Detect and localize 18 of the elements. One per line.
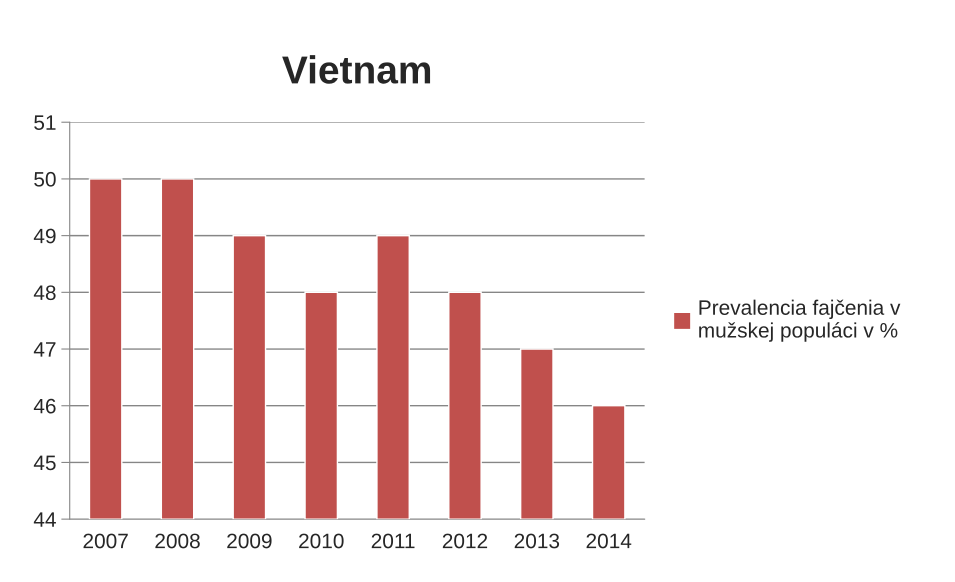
y-tick-label: 51 xyxy=(34,115,56,130)
x-tick-label: 2007 xyxy=(84,534,128,548)
y-tick-label: 50 xyxy=(34,172,56,187)
x-tick-label: 2011 xyxy=(372,534,414,548)
chart-title: Vietnam xyxy=(282,55,430,84)
y-tick-label: 44 xyxy=(34,512,56,527)
x-tick-label: 2013 xyxy=(514,534,560,548)
legend-label: Prevalencia fajčenia v mužskej populáci v % xyxy=(699,300,900,342)
y-tick-label: 45 xyxy=(34,456,56,470)
y-tick-label: 49 xyxy=(34,228,56,244)
y-tick-label: 47 xyxy=(34,342,56,357)
y-tick-label: 48 xyxy=(34,285,56,300)
x-tick-label: 2008 xyxy=(155,534,200,548)
y-tick-label: 46 xyxy=(34,398,56,414)
x-tick-label: 2012 xyxy=(442,534,488,548)
x-tick-label: 2010 xyxy=(299,534,344,548)
x-tick-label: 2009 xyxy=(227,534,272,548)
x-tick-label: 2014 xyxy=(586,534,632,548)
